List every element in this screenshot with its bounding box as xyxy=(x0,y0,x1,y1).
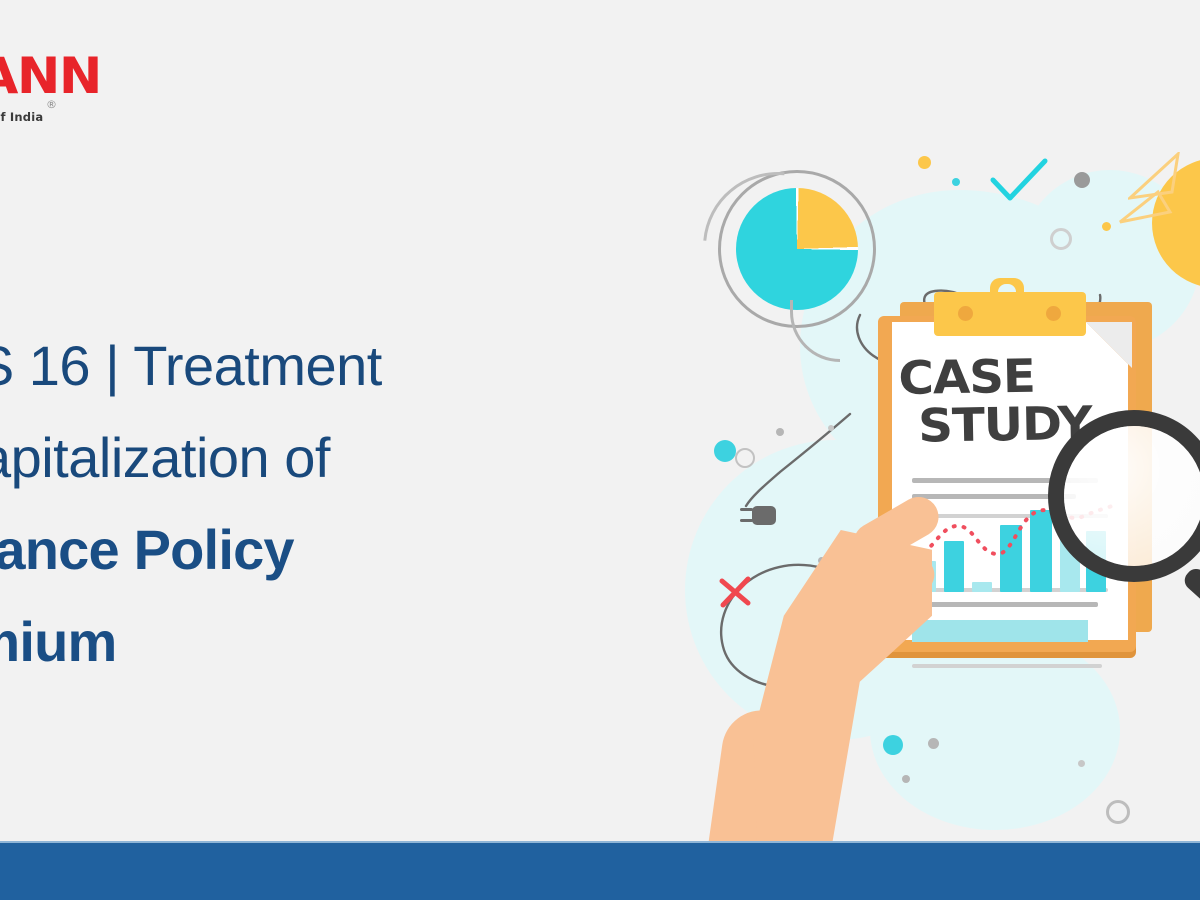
background-blob xyxy=(870,630,1120,830)
logo-wordmark: MANN xyxy=(0,47,102,105)
check-icon xyxy=(990,158,1048,201)
dot-decor xyxy=(1074,172,1090,188)
magnifier-lens xyxy=(1064,426,1200,566)
chart-bar xyxy=(972,582,992,592)
title-line-2: Capitalization of xyxy=(0,426,330,489)
ring-decor xyxy=(1106,800,1130,824)
paper-rule xyxy=(912,514,1108,518)
magnifier-handle xyxy=(1180,564,1200,622)
clipboard-heading-line-1: CASE xyxy=(897,348,1036,405)
ring-decor xyxy=(1050,228,1072,250)
title-line-3: urance Policy xyxy=(0,518,295,581)
clipboard-clip-rivet xyxy=(1046,306,1061,321)
cross-icon xyxy=(719,576,751,608)
case-study-illustration: CASE STUDY xyxy=(672,110,1200,900)
paper-rule xyxy=(912,494,1076,499)
title-line-1: AS 16 | Treatment xyxy=(0,334,382,397)
chart-bar xyxy=(1030,510,1052,592)
registered-mark-icon: ® xyxy=(46,98,57,111)
chart-bar xyxy=(944,541,964,592)
dot-decor xyxy=(714,440,736,462)
paper-rule xyxy=(912,478,1098,483)
page-title: AS 16 | Treatment Capitalization of uran… xyxy=(0,320,700,688)
dot-decor xyxy=(883,735,903,755)
dot-decor xyxy=(918,156,931,169)
clipboard-highlight-band xyxy=(912,620,1088,642)
plug-icon xyxy=(740,506,776,525)
footer-bar xyxy=(0,843,1200,900)
triangle-outline-icon xyxy=(1119,189,1173,224)
cable-line-decor xyxy=(744,412,852,508)
ring-decor xyxy=(735,448,755,468)
footer-divider xyxy=(0,841,1200,843)
title-line-4: emium xyxy=(0,610,117,673)
triangle-outline-icon xyxy=(1128,152,1180,200)
dot-decor xyxy=(1078,760,1085,767)
clipboard-clip-rivet xyxy=(958,306,973,321)
logo-tagline: ate Laws of India xyxy=(0,110,44,124)
chart-bar xyxy=(1000,524,1022,592)
dot-decor xyxy=(928,738,939,749)
pie-chart xyxy=(736,188,858,310)
dot-decor xyxy=(1102,222,1111,231)
dot-decor xyxy=(776,428,784,436)
paper-rule xyxy=(912,602,1098,607)
clipboard-clip xyxy=(934,292,1086,336)
dot-decor xyxy=(952,178,960,186)
dot-decor xyxy=(902,775,910,783)
paper-rule xyxy=(912,664,1102,668)
speech-bubble-tail xyxy=(790,300,840,362)
dot-decor xyxy=(828,425,834,431)
taxmann-logo[interactable]: MANN ® ate Laws of India xyxy=(0,48,138,138)
paper-fold-decor xyxy=(1086,322,1132,368)
